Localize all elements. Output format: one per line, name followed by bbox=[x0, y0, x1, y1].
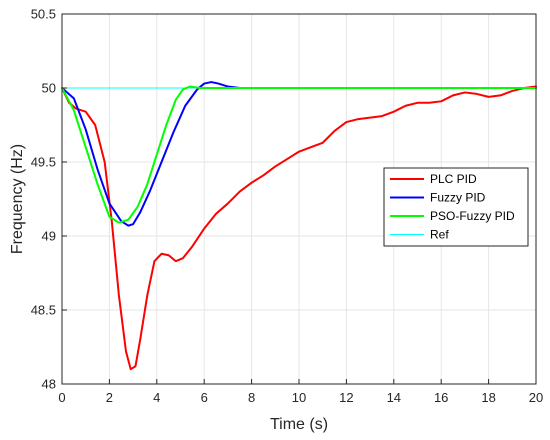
x-tick-label: 2 bbox=[106, 390, 113, 405]
y-tick-label: 49.5 bbox=[31, 155, 56, 170]
y-axis-label: Frequency (Hz) bbox=[9, 144, 26, 254]
legend-label-ref: Ref bbox=[430, 228, 449, 242]
ticks: 0 2 4 6 8 10 12 14 16 18 20 48 48.5 49 49.5 50 50.5 bbox=[31, 7, 544, 406]
x-tick-label: 16 bbox=[434, 390, 448, 405]
x-tick-label: 6 bbox=[201, 390, 208, 405]
plot-lines bbox=[61, 81, 537, 371]
legend-label-pso-fuzzy-pid: PSO-Fuzzy PID bbox=[430, 209, 515, 223]
legend-box bbox=[383, 167, 529, 247]
x-tick-label: 4 bbox=[153, 390, 160, 405]
legend-label-fuzzy-pid: Fuzzy PID bbox=[430, 191, 486, 205]
series-line-plc-pid bbox=[61, 85, 537, 371]
y-tick-label: 50.5 bbox=[31, 7, 56, 22]
x-tick-label: 12 bbox=[339, 390, 353, 405]
x-tick-label: 14 bbox=[387, 390, 401, 405]
x-axis-label: Time (s) bbox=[270, 416, 328, 433]
legend: PLC PID Fuzzy PID PSO-Fuzzy PID Ref bbox=[383, 167, 529, 247]
series-line-pso-fuzzy-pid bbox=[61, 85, 537, 224]
y-tick-label: 50 bbox=[42, 81, 56, 96]
x-tick-label: 10 bbox=[292, 390, 306, 405]
legend-label-plc-pid: PLC PID bbox=[430, 172, 477, 186]
x-tick-label: 18 bbox=[481, 390, 495, 405]
x-tick-label: 0 bbox=[58, 390, 65, 405]
x-tick-label: 8 bbox=[248, 390, 255, 405]
y-tick-label: 48.5 bbox=[31, 303, 56, 318]
y-tick-label: 49 bbox=[42, 229, 56, 244]
y-tick-label: 48 bbox=[42, 377, 56, 392]
x-tick-label: 20 bbox=[529, 390, 543, 405]
